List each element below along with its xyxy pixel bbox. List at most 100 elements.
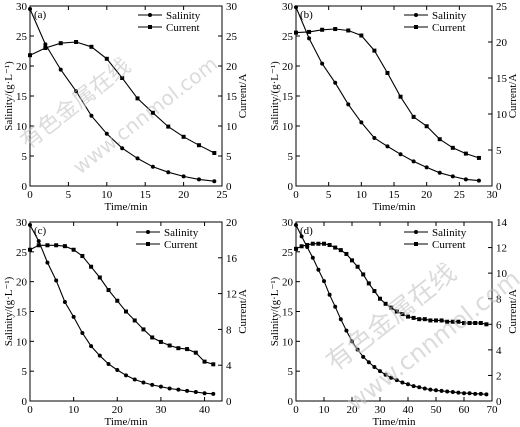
data-point-salinity bbox=[456, 390, 461, 395]
panel-label: (c) bbox=[34, 225, 47, 237]
data-point-salinity bbox=[310, 255, 315, 260]
data-point-salinity bbox=[124, 373, 128, 378]
series-line-current bbox=[29, 244, 214, 365]
data-point-salinity bbox=[211, 391, 216, 396]
data-point-current bbox=[166, 124, 171, 129]
data-point-salinity bbox=[411, 159, 416, 164]
data-point-salinity bbox=[193, 390, 198, 395]
x-tick-label: 20 bbox=[421, 189, 433, 201]
data-point-current bbox=[28, 247, 32, 252]
data-point-current bbox=[333, 245, 338, 250]
data-point-salinity bbox=[428, 387, 433, 392]
y-left-tick-label: 10 bbox=[282, 336, 294, 348]
data-point-current bbox=[462, 321, 466, 326]
data-point-salinity bbox=[71, 314, 76, 319]
data-point-current bbox=[484, 322, 489, 327]
data-point-salinity bbox=[322, 279, 326, 284]
series-salinity bbox=[294, 5, 481, 183]
x-tick-label: 60 bbox=[459, 404, 471, 416]
data-point-current bbox=[394, 309, 399, 314]
y-left-tick-label: 10 bbox=[16, 121, 28, 133]
data-point-salinity bbox=[89, 113, 94, 118]
y-left-tick-label: 20 bbox=[282, 277, 294, 289]
data-point-current bbox=[185, 347, 190, 352]
series-current bbox=[28, 40, 217, 155]
data-point-salinity bbox=[115, 367, 120, 372]
data-point-current bbox=[434, 318, 438, 323]
data-point-salinity bbox=[338, 317, 343, 322]
data-point-current bbox=[400, 312, 405, 317]
data-point-salinity bbox=[398, 152, 403, 157]
x-tick-label: 15 bbox=[389, 189, 401, 201]
data-point-current bbox=[473, 321, 478, 326]
data-point-salinity bbox=[181, 174, 186, 179]
x-tick-label: 30 bbox=[155, 404, 167, 416]
y-right-axis-title: Current/A bbox=[237, 74, 249, 119]
y-left-tick-label: 30 bbox=[282, 217, 294, 229]
data-point-salinity bbox=[58, 67, 63, 72]
legend-entry-current: Current bbox=[138, 22, 200, 34]
data-point-salinity bbox=[196, 177, 201, 182]
data-point-current bbox=[338, 248, 343, 253]
data-point-salinity bbox=[467, 391, 472, 396]
data-point-salinity bbox=[394, 378, 399, 383]
data-point-current bbox=[378, 296, 382, 301]
y-right-axis-title: Current/A bbox=[507, 74, 519, 119]
data-point-salinity bbox=[80, 330, 85, 335]
data-point-current bbox=[450, 319, 455, 324]
data-point-salinity bbox=[406, 382, 410, 387]
data-point-salinity bbox=[463, 177, 468, 182]
data-point-current bbox=[294, 246, 298, 251]
data-point-current bbox=[158, 339, 163, 344]
data-point-current bbox=[211, 362, 216, 367]
y-left-tick-label: 0 bbox=[22, 396, 28, 408]
data-point-salinity bbox=[167, 386, 172, 391]
data-point-current bbox=[305, 243, 310, 248]
legend-label: Current bbox=[432, 22, 466, 34]
y-right-tick-label: 20 bbox=[226, 61, 238, 73]
chart-panel-a: 0 5 10 15 20 25051015202530051015202530Time/m… bbox=[3, 1, 249, 213]
y-right-tick-label: 5 bbox=[496, 145, 502, 157]
data-point-current bbox=[132, 318, 137, 323]
y-right-tick-label: 6 bbox=[496, 319, 502, 331]
data-point-current bbox=[89, 44, 94, 49]
chart-panel-d: 0 10 20 30 40 50 60 7005101520253002468101214Ti… bbox=[269, 217, 519, 427]
data-point-current bbox=[58, 41, 63, 46]
data-point-current bbox=[120, 76, 125, 80]
data-point-salinity bbox=[104, 131, 109, 136]
data-point-salinity bbox=[389, 375, 394, 380]
y-left-tick-label: 15 bbox=[16, 91, 28, 103]
data-point-current bbox=[406, 314, 410, 319]
data-point-salinity bbox=[89, 344, 94, 349]
data-point-salinity bbox=[355, 347, 360, 352]
data-point-current bbox=[299, 244, 304, 249]
y-left-tick-label: 30 bbox=[16, 1, 28, 13]
data-point-current bbox=[320, 27, 325, 32]
legend-entry-salinity: Salinity bbox=[136, 227, 199, 239]
data-point-salinity bbox=[97, 353, 102, 358]
data-point-current bbox=[463, 151, 468, 156]
legend-entry-current: Current bbox=[404, 22, 466, 34]
data-point-salinity bbox=[346, 102, 351, 107]
y-right-tick-label: 20 bbox=[496, 37, 508, 49]
data-point-salinity bbox=[361, 354, 366, 359]
data-point-current bbox=[478, 321, 483, 326]
data-point-salinity bbox=[150, 382, 155, 387]
panel-label: (b) bbox=[300, 9, 313, 21]
y-right-axis-title: Current/A bbox=[507, 289, 519, 334]
y-right-tick-label: 20 bbox=[226, 217, 238, 229]
data-point-salinity bbox=[439, 388, 444, 393]
y-right-tick-label: 10 bbox=[496, 109, 508, 121]
data-point-current bbox=[89, 264, 94, 269]
data-point-salinity bbox=[383, 372, 388, 377]
y-left-tick-label: 25 bbox=[16, 31, 28, 43]
data-point-current bbox=[150, 110, 155, 115]
data-point-current bbox=[150, 335, 155, 340]
x-tick-label: 25 bbox=[454, 189, 466, 201]
data-point-current bbox=[193, 350, 198, 355]
y-left-tick-label: 20 bbox=[16, 61, 28, 73]
legend-entry-salinity: Salinity bbox=[138, 10, 201, 22]
data-point-current bbox=[372, 289, 377, 294]
data-point-salinity bbox=[422, 386, 427, 391]
